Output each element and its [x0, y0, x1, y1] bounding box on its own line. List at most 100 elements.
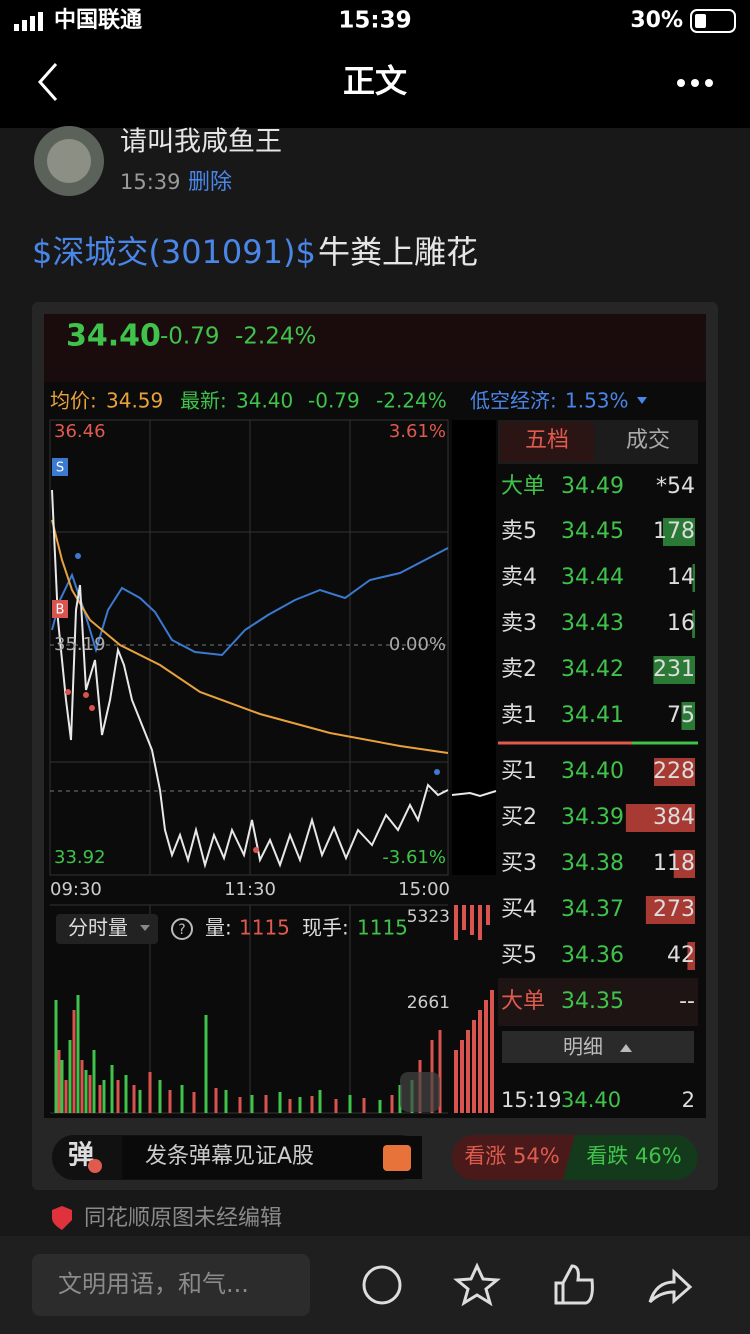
volume-mode-arrow	[140, 925, 150, 931]
bullish-button[interactable]	[452, 1135, 575, 1180]
like-button[interactable]	[554, 1264, 594, 1305]
book-qty: 273	[653, 897, 695, 922]
sector-line	[51, 547, 449, 657]
volume-tick: 5323	[407, 907, 450, 927]
post-text: 牛粪上雕花	[318, 233, 478, 271]
book-qty: 228	[653, 759, 695, 784]
book-qty: 75	[667, 703, 695, 728]
post-time: 15:39	[120, 170, 181, 194]
trade-price: 34.40	[561, 1088, 621, 1112]
latest-change: -0.79	[308, 389, 360, 413]
battery-icon	[690, 9, 736, 33]
book-qty: 231	[653, 657, 695, 682]
sector-label[interactable]: 低空经济:	[470, 389, 557, 413]
top-bar	[0, 0, 750, 128]
book-tab[interactable]: 五档	[525, 428, 569, 453]
order-book: 五档 成交 明细 大单 34.49 *54 卖5 34.45 178 卖4 34.44 14 卖3…	[498, 420, 698, 1112]
help-mark: ?	[178, 922, 185, 938]
book-price: 34.49	[561, 474, 624, 499]
book-price: 34.39	[561, 805, 624, 830]
book-qty: 42	[667, 943, 695, 968]
favorite-button[interactable]	[453, 1262, 501, 1307]
time-label: 09:30	[50, 879, 102, 900]
volume-mode-button[interactable]	[56, 914, 158, 944]
detail-arrow	[620, 1044, 632, 1052]
after-hours-volume	[454, 905, 494, 1113]
book-qty: --	[679, 989, 695, 1014]
carrier: 中国联通	[54, 8, 142, 33]
volume-bars-down	[54, 995, 414, 1113]
after-hours-strip	[452, 420, 496, 875]
latest-percent: -2.24%	[376, 389, 447, 413]
sell-marker: S	[56, 461, 64, 476]
bearish-label[interactable]: 看跌 46%	[586, 1144, 681, 1168]
avatar-inner	[47, 139, 91, 183]
buy-marker-bg	[52, 600, 68, 618]
depth-bar	[653, 656, 695, 684]
book-label: 买5	[501, 943, 537, 968]
book-price: 34.36	[561, 943, 624, 968]
nav-title: 正文	[343, 62, 407, 100]
danmu-input[interactable]	[122, 1136, 422, 1179]
shield-icon	[52, 1206, 72, 1230]
stock-tag[interactable]: $深城交(301091)$	[32, 233, 316, 271]
volume-mode[interactable]: 分时量	[68, 916, 128, 940]
latest-value: 34.40	[236, 389, 293, 413]
book-label: 大单	[501, 474, 545, 499]
avg-value: 34.59	[106, 389, 163, 413]
book-label: 买4	[501, 897, 537, 922]
book-qty: 14	[667, 565, 695, 590]
back-button[interactable]	[37, 63, 58, 101]
more-button[interactable]	[677, 79, 713, 87]
book-tab[interactable]: 成交	[626, 428, 670, 453]
avg-price-line	[51, 519, 449, 754]
book-price: 34.37	[561, 897, 624, 922]
latest-label: 最新:	[180, 389, 227, 413]
sector-pct[interactable]: 1.53%	[565, 389, 629, 413]
quote-change: -0.79	[160, 324, 220, 350]
bullish-label[interactable]: 看涨 54%	[464, 1144, 559, 1168]
bearish-button[interactable]	[563, 1135, 698, 1180]
book-price: 34.44	[561, 565, 624, 590]
volume-label: 量:	[205, 916, 232, 940]
depth-bar	[692, 610, 695, 638]
help-icon[interactable]	[171, 918, 193, 940]
detail-label[interactable]: 明细	[563, 1035, 603, 1059]
comment-placeholder[interactable]: 文明用语，和气...	[58, 1270, 249, 1298]
danmu-prompt[interactable]: 发条弹幕见证A股	[145, 1144, 314, 1169]
trade-dots	[65, 553, 440, 853]
gift-icon[interactable]	[383, 1145, 411, 1171]
comment-button[interactable]	[362, 1265, 402, 1305]
avg-label: 均价:	[50, 389, 97, 413]
depth-bar	[625, 804, 695, 832]
depth-bar	[653, 758, 695, 786]
battery-pct: 30%	[630, 8, 683, 33]
sector-dropdown[interactable]	[637, 397, 647, 404]
delete-link[interactable]: 删除	[188, 170, 232, 195]
battery-level	[695, 14, 706, 28]
book-price: 34.43	[561, 611, 624, 636]
depth-bar	[681, 702, 695, 730]
info-bar: 均价: 34.59 最新: 34.40 -0.79 -2.24% 低空经济: 1…	[50, 389, 647, 413]
share-button[interactable]	[648, 1268, 693, 1305]
price-line	[51, 489, 449, 869]
quote-percent: -2.24%	[235, 324, 316, 350]
fullscreen-button[interactable]	[400, 1072, 440, 1112]
author-name[interactable]: 请叫我咸鱼王	[120, 127, 282, 158]
trade-qty: 2	[682, 1088, 695, 1112]
book-label: 买3	[501, 851, 537, 876]
book-price: 34.35	[561, 989, 624, 1014]
pct-high: 3.61%	[389, 421, 446, 442]
book-price: 34.40	[561, 759, 624, 784]
comment-input[interactable]	[32, 1254, 310, 1316]
sell-marker-bg	[52, 458, 68, 476]
quote-price: 34.40	[66, 319, 161, 354]
pct-low: -3.61%	[382, 847, 446, 868]
detail-header[interactable]	[502, 1031, 694, 1063]
book-qty: 118	[653, 851, 695, 876]
book-qty: 384	[653, 805, 695, 830]
clock: 15:39	[338, 8, 411, 34]
book-label: 卖1	[501, 703, 537, 728]
hand-label: 现手:	[302, 916, 349, 940]
